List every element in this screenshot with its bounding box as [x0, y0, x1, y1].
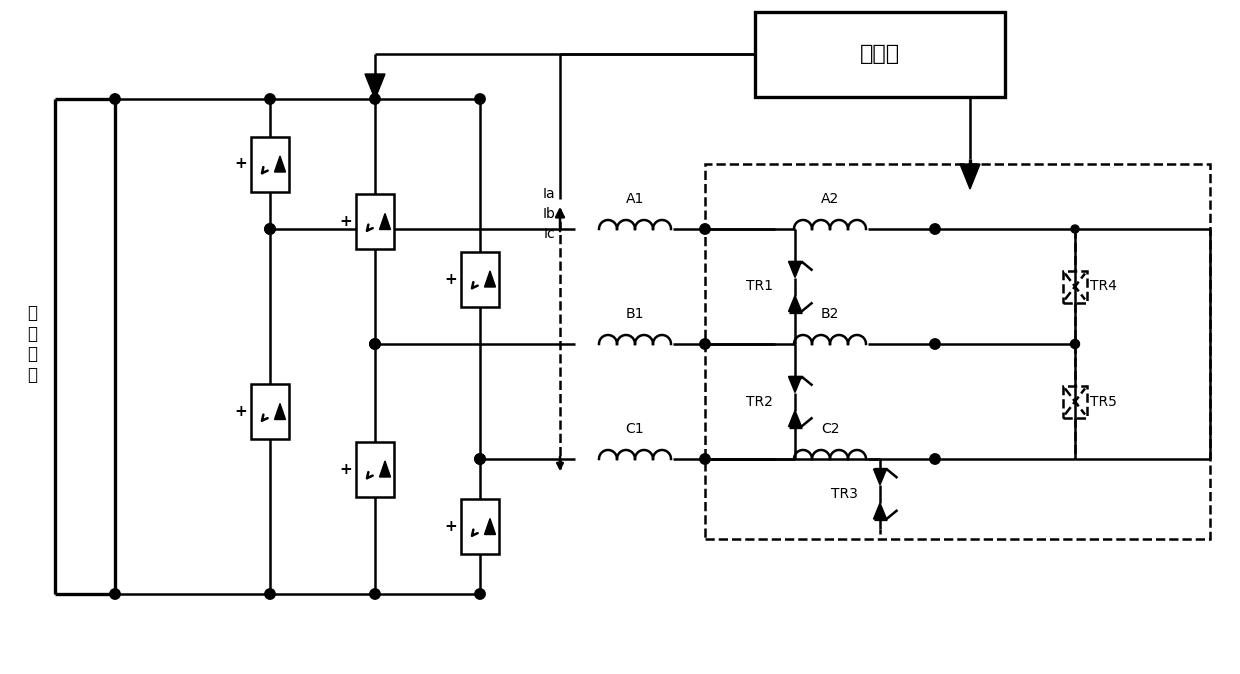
Text: TR1: TR1: [746, 280, 773, 293]
Circle shape: [930, 224, 940, 234]
Text: TR2: TR2: [746, 394, 773, 408]
Polygon shape: [365, 74, 384, 99]
Polygon shape: [485, 271, 496, 287]
Polygon shape: [485, 518, 496, 534]
Circle shape: [265, 224, 275, 234]
Bar: [755, 11, 1004, 96]
Text: C1: C1: [626, 422, 645, 436]
Circle shape: [265, 224, 275, 234]
Polygon shape: [873, 503, 887, 519]
Text: +: +: [234, 404, 248, 419]
Text: TR5: TR5: [1090, 394, 1117, 408]
Text: B1: B1: [626, 307, 645, 321]
Polygon shape: [960, 164, 980, 189]
Text: A1: A1: [626, 192, 645, 206]
Circle shape: [1071, 225, 1079, 233]
Polygon shape: [274, 404, 285, 419]
Text: +: +: [445, 519, 458, 534]
Polygon shape: [873, 469, 887, 485]
Circle shape: [930, 339, 940, 349]
Polygon shape: [274, 156, 285, 172]
Text: +: +: [234, 156, 248, 171]
Circle shape: [699, 224, 711, 234]
Polygon shape: [789, 410, 801, 427]
Text: TR3: TR3: [831, 487, 858, 501]
Circle shape: [1070, 340, 1080, 348]
Circle shape: [1071, 340, 1079, 348]
Bar: [356, 194, 394, 249]
Circle shape: [699, 454, 711, 464]
Polygon shape: [379, 214, 391, 230]
Circle shape: [475, 589, 485, 599]
Text: 直
流
母
线: 直 流 母 线: [27, 304, 37, 384]
Bar: [1063, 270, 1087, 303]
Circle shape: [699, 339, 711, 349]
Circle shape: [370, 589, 381, 599]
Polygon shape: [789, 377, 801, 392]
Bar: [250, 384, 289, 439]
Text: +: +: [340, 214, 352, 229]
Bar: [706, 164, 1210, 539]
Circle shape: [110, 589, 120, 599]
Polygon shape: [379, 461, 391, 477]
Circle shape: [475, 94, 485, 104]
Text: +: +: [445, 272, 458, 286]
Polygon shape: [789, 262, 801, 278]
Bar: [1063, 386, 1087, 417]
Text: 控制器: 控制器: [859, 44, 900, 64]
Text: B2: B2: [821, 307, 839, 321]
Circle shape: [265, 589, 275, 599]
Bar: [250, 137, 289, 191]
Circle shape: [265, 94, 275, 104]
Text: A2: A2: [821, 192, 839, 206]
Circle shape: [370, 339, 381, 349]
Text: +: +: [340, 462, 352, 477]
Circle shape: [930, 454, 940, 464]
Bar: [356, 441, 394, 497]
Circle shape: [475, 454, 485, 464]
Polygon shape: [789, 295, 801, 311]
Bar: [461, 251, 498, 307]
Circle shape: [370, 94, 381, 104]
Text: C2: C2: [821, 422, 839, 436]
Bar: [461, 499, 498, 554]
Circle shape: [475, 454, 485, 464]
Text: Ia
Ib
Ic: Ia Ib Ic: [542, 187, 556, 241]
Circle shape: [370, 339, 381, 349]
Circle shape: [110, 94, 120, 104]
Text: TR4: TR4: [1090, 280, 1117, 293]
